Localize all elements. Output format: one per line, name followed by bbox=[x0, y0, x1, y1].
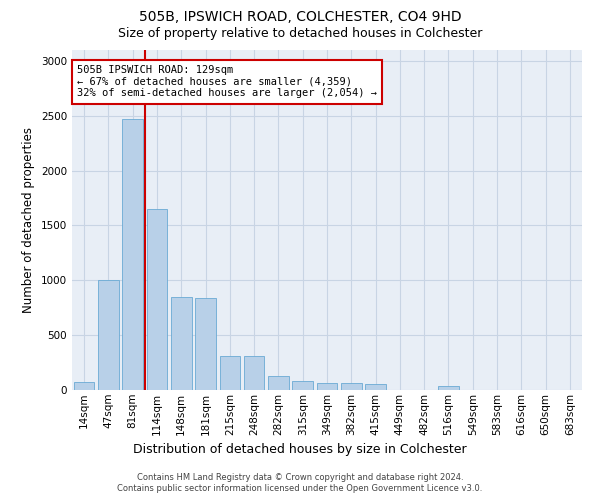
Text: 505B IPSWICH ROAD: 129sqm
← 67% of detached houses are smaller (4,359)
32% of se: 505B IPSWICH ROAD: 129sqm ← 67% of detac… bbox=[77, 66, 377, 98]
Bar bbox=[122, 119, 143, 390]
Bar bbox=[74, 382, 94, 390]
Bar bbox=[171, 297, 191, 390]
Bar bbox=[292, 381, 313, 390]
Y-axis label: Number of detached properties: Number of detached properties bbox=[22, 127, 35, 313]
Bar bbox=[220, 356, 240, 390]
Bar bbox=[244, 356, 265, 390]
Bar bbox=[268, 376, 289, 390]
Text: 505B, IPSWICH ROAD, COLCHESTER, CO4 9HD: 505B, IPSWICH ROAD, COLCHESTER, CO4 9HD bbox=[139, 10, 461, 24]
Text: Contains public sector information licensed under the Open Government Licence v3: Contains public sector information licen… bbox=[118, 484, 482, 493]
Text: Distribution of detached houses by size in Colchester: Distribution of detached houses by size … bbox=[133, 442, 467, 456]
Bar bbox=[341, 384, 362, 390]
Bar bbox=[98, 280, 119, 390]
Text: Size of property relative to detached houses in Colchester: Size of property relative to detached ho… bbox=[118, 28, 482, 40]
Bar bbox=[195, 298, 216, 390]
Bar bbox=[146, 209, 167, 390]
Bar bbox=[317, 384, 337, 390]
Text: Contains HM Land Registry data © Crown copyright and database right 2024.: Contains HM Land Registry data © Crown c… bbox=[137, 472, 463, 482]
Bar bbox=[438, 386, 459, 390]
Bar bbox=[365, 384, 386, 390]
